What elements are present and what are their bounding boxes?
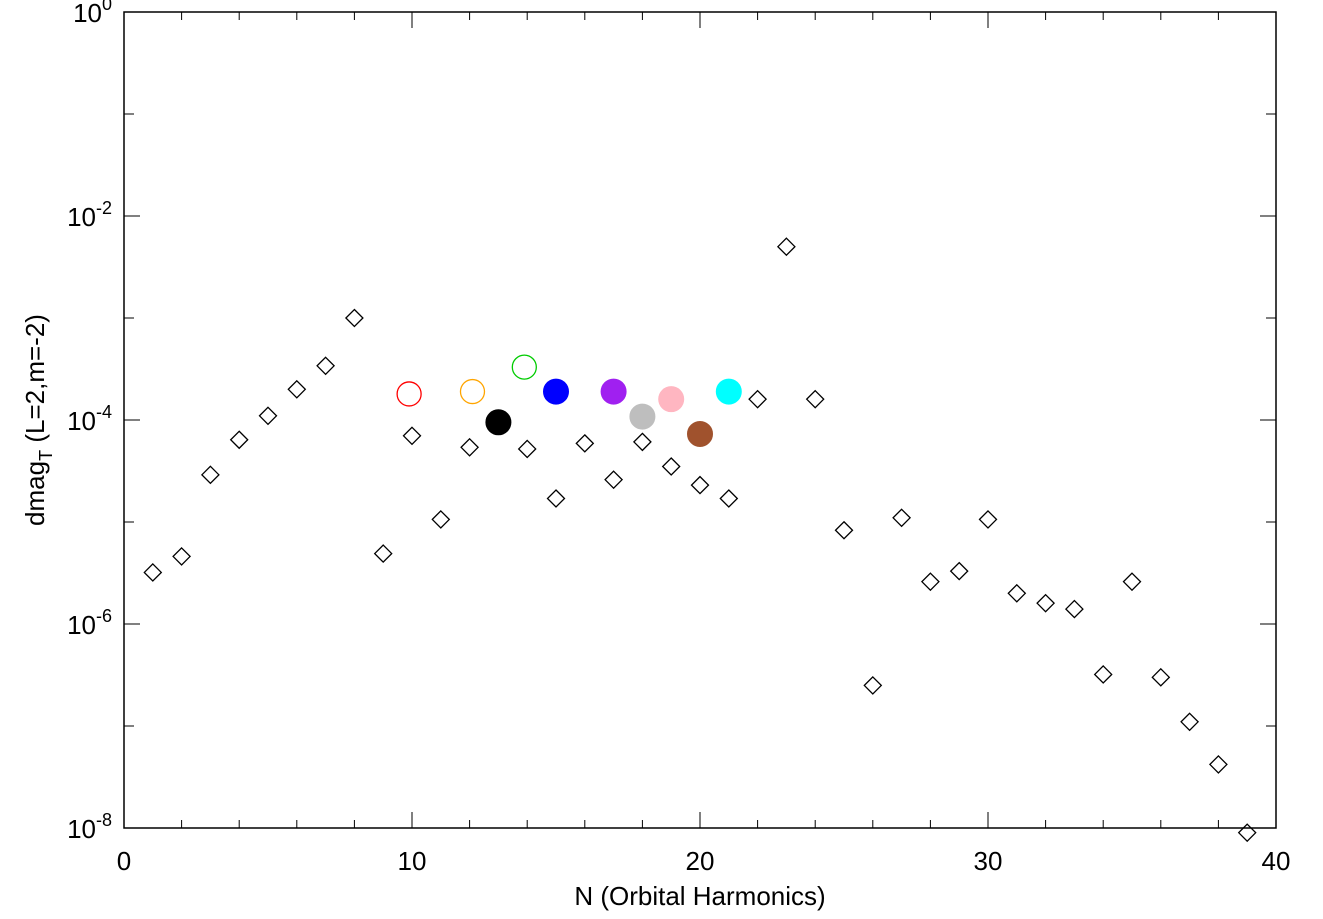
filled-circle-point — [485, 409, 512, 436]
diamond-point — [892, 508, 912, 528]
highlight-circles — [396, 354, 742, 447]
filled-circle-point — [600, 378, 627, 405]
diamond-point — [287, 379, 307, 399]
diamond-point — [719, 489, 739, 508]
diamond-point — [575, 433, 595, 453]
diamond-series — [143, 237, 1257, 843]
open-circle-point — [396, 381, 422, 407]
y-tick-label: 10-6 — [67, 606, 112, 640]
diamond-point — [1093, 665, 1113, 684]
x-tick-label: 0 — [117, 846, 131, 876]
axis-ticks — [123, 11, 1277, 829]
diamond-point — [316, 356, 336, 376]
diamond-point — [229, 430, 249, 450]
diamond-point — [863, 675, 883, 695]
open-circle-point — [511, 354, 537, 380]
diamond-point — [200, 465, 220, 485]
diamond-point — [1064, 599, 1084, 619]
diamond-point — [172, 546, 192, 566]
filled-circle-point — [629, 403, 656, 430]
diamond-point — [460, 437, 480, 457]
x-tick-label: 20 — [686, 846, 715, 876]
diamond-point — [776, 237, 796, 257]
plot-area-frame — [123, 11, 1277, 829]
diamond-point — [402, 426, 422, 446]
y-tick-label: 10-4 — [67, 402, 112, 436]
diamond-point — [690, 475, 710, 495]
diamond-point — [1036, 593, 1056, 613]
diamond-point — [1007, 583, 1027, 603]
y-tick-label: 100 — [73, 0, 112, 28]
diamond-point — [1122, 572, 1142, 592]
filled-circle-point — [543, 378, 569, 405]
filled-circle-point — [715, 378, 742, 405]
diamond-point — [604, 470, 624, 490]
filled-circle-point — [687, 420, 713, 447]
x-tick-labels: 0 10 20 30 40 — [117, 846, 1291, 876]
diamond-point — [1151, 667, 1171, 687]
diamond-point — [1237, 823, 1257, 843]
diamond-point — [834, 520, 854, 540]
diamond-point — [661, 457, 681, 476]
diamond-point — [632, 432, 652, 452]
diamond-point — [546, 489, 566, 508]
diamond-point — [1208, 755, 1228, 774]
filled-circle-point — [658, 386, 685, 413]
diamond-point — [978, 509, 998, 529]
x-tick-label: 30 — [974, 846, 1003, 876]
diamond-point — [920, 572, 940, 592]
diamond-point — [1180, 712, 1200, 732]
diamond-point — [949, 561, 969, 581]
y-tick-label: 10-2 — [67, 198, 112, 232]
diamond-point — [344, 308, 364, 328]
diamond-point — [431, 509, 451, 529]
diamond-point — [143, 563, 163, 582]
x-axis-label: N (Orbital Harmonics) — [574, 881, 825, 911]
diamond-point — [805, 389, 825, 409]
y-tick-label: 10-8 — [67, 810, 112, 844]
open-circle-point — [459, 378, 486, 405]
diamond-point — [517, 439, 537, 459]
diamond-point — [748, 389, 768, 409]
diamond-point — [258, 406, 278, 426]
diamond-point — [373, 544, 393, 564]
x-tick-label: 40 — [1262, 846, 1291, 876]
y-tick-labels: 100 10-2 10-4 10-6 10-8 — [67, 0, 112, 844]
x-tick-label: 10 — [398, 846, 427, 876]
y-axis-label: dmagT (L=2,m=-2) — [20, 314, 56, 526]
